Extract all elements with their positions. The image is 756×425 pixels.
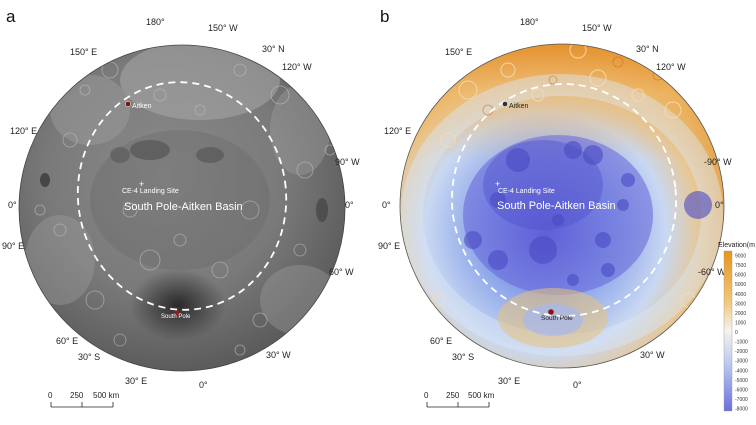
colorbar-ticks: 9000 7500 6000 5000 4000 3000 2000 1000 0 -1000 -2… (735, 254, 748, 413)
aitken-label: Aitken (509, 103, 529, 110)
label-30e: 30° E (498, 376, 520, 386)
basin-boundary (451, 83, 677, 317)
label-0-bottom: 0° (199, 380, 208, 390)
colorbar-tick-label: -8000 (735, 407, 748, 413)
elevation-globe (400, 44, 724, 368)
globe-outline (18, 44, 346, 372)
colorbar-tick-label: 3000 (735, 301, 746, 307)
label-30w: 30° W (266, 350, 291, 360)
scale-500: 500 km (93, 391, 120, 400)
label-150e: 150° E (445, 47, 472, 57)
label-30n: 30° N (262, 44, 285, 54)
label-150w: 150° W (582, 23, 612, 33)
label-0-left: 0° (382, 200, 391, 210)
south-pole-label: South Pole (541, 315, 573, 322)
landing-site-label: CE-4 Landing Site (122, 188, 179, 195)
label-180: 180° (520, 17, 539, 27)
scale-0: 0 (48, 391, 53, 400)
landing-site-cross: + (139, 179, 144, 189)
basin-name: South Pole-Aitken Basin (124, 201, 243, 213)
label-120w: 120° W (282, 62, 312, 72)
elevation-colorbar: Elevation(m 9000 7500 6000 5000 4000 3000 2000… (718, 242, 755, 413)
aitken-marker (125, 101, 131, 107)
scale-0: 0 (424, 391, 429, 400)
basin-boundary (76, 81, 288, 311)
label-90e: 90° E (378, 241, 400, 251)
scale-250: 250 (446, 391, 460, 400)
landing-site-cross: + (495, 179, 500, 189)
colorbar-tick-label: -3000 (735, 359, 748, 365)
colorbar-tick-label: 9000 (735, 254, 746, 260)
label-30n: 30° N (636, 44, 659, 54)
colorbar-tick-label: -5000 (735, 378, 748, 384)
label-150w: 150° W (208, 23, 238, 33)
south-pole-label: South Pole (161, 314, 191, 320)
label-30s: 30° S (452, 352, 474, 362)
landing-site-label: CE-4 Landing Site (498, 188, 555, 195)
colorbar-tick-label: 7500 (735, 263, 746, 269)
panel-a-svg: a (2, 7, 360, 408)
label-180: 180° (146, 17, 165, 27)
panel-b-elevation-map: b (378, 0, 756, 425)
label-60e: 60° E (430, 336, 452, 346)
label-60e: 60° E (56, 336, 78, 346)
colorbar-tick-label: 0 (735, 330, 738, 336)
label-0-left: 0° (8, 200, 17, 210)
panel-a-grayscale-map: a (2, 7, 360, 408)
colorbar-tick-label: 2000 (735, 311, 746, 317)
south-pole-marker (548, 309, 554, 315)
basin-name: South Pole-Aitken Basin (497, 200, 616, 212)
scale-250: 250 (70, 391, 84, 400)
label-150e: 150° E (70, 47, 97, 57)
colorbar-tick-label: -6000 (735, 387, 748, 393)
label-60w: 60° W (329, 267, 354, 277)
colorbar-gradient (723, 250, 733, 412)
label-0-right: 0° (715, 200, 724, 210)
aitken-marker (502, 101, 508, 107)
colorbar-tick-label: 5000 (735, 282, 746, 288)
panel-b-svg: b (378, 7, 755, 413)
colorbar-tick-label: -1000 (735, 340, 748, 346)
label-0-bottom: 0° (573, 380, 582, 390)
colorbar-tick-label: -4000 (735, 368, 748, 374)
label-0-right: 0° (345, 200, 354, 210)
label-120w: 120° W (656, 62, 686, 72)
label-120e: 120° E (10, 126, 37, 136)
south-pole-marker (174, 310, 180, 316)
colorbar-tick-label: 4000 (735, 292, 746, 298)
colorbar-tick-label: 1000 (735, 320, 746, 326)
colorbar-tick-label: 6000 (735, 273, 746, 279)
graticule-labels: 180° 150° W 150° E 30° N 120° W 120° E -… (378, 17, 732, 390)
label-120e: 120° E (384, 126, 411, 136)
label-90w: -90° W (704, 157, 732, 167)
colorbar-tick-label: -7000 (735, 397, 748, 403)
panel-letter: b (380, 7, 389, 26)
aitken-label: Aitken (132, 103, 152, 110)
colorbar-tick-label: -2000 (735, 349, 748, 355)
label-30e: 30° E (125, 376, 147, 386)
label-30s: 30° S (78, 352, 100, 362)
globe-outline (399, 43, 725, 369)
scale-bar: 0 250 500 km (48, 391, 120, 408)
scale-bar: 0 250 500 km (424, 391, 495, 408)
label-60w: -60° W (698, 267, 726, 277)
label-30w: 30° W (640, 350, 665, 360)
colorbar-title: Elevation(m (718, 242, 755, 249)
label-90e: 90° E (2, 241, 24, 251)
scale-500: 500 km (468, 391, 495, 400)
graticule-labels: 180° 150° W 150° E 30° N 120° W 120° E 9… (2, 17, 360, 390)
label-90w: 90° W (335, 157, 360, 167)
panel-letter: a (6, 7, 16, 26)
